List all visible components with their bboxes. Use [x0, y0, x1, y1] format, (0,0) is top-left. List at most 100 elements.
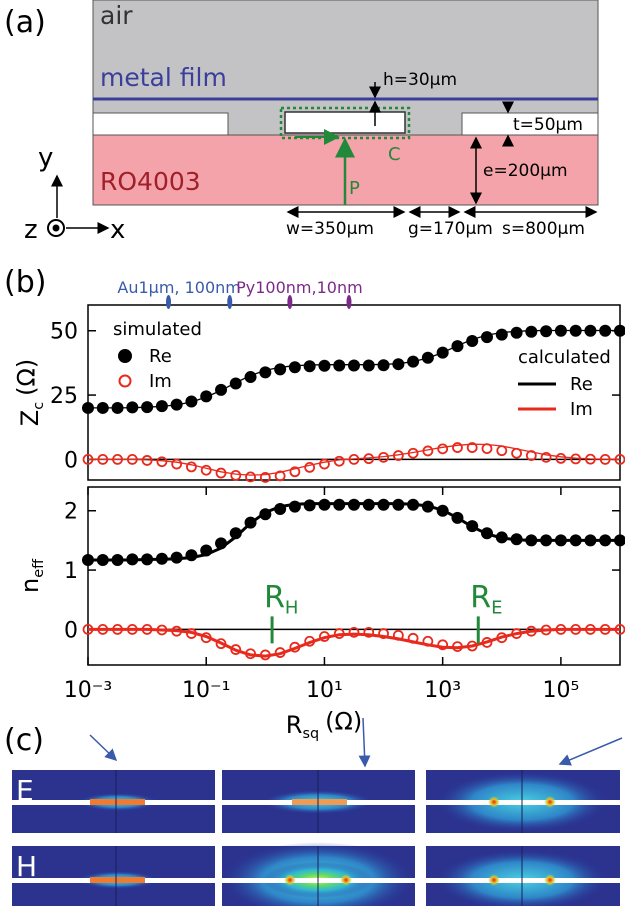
data-point — [229, 377, 242, 390]
legend-label: Re — [570, 374, 593, 395]
label-subscript: c — [31, 402, 47, 410]
z-axis — [47, 219, 65, 237]
metal-film-label: metal film — [100, 63, 227, 92]
data-point — [156, 456, 168, 468]
data-point — [377, 359, 390, 372]
legend-title: simulated — [113, 319, 202, 340]
data-point — [274, 363, 287, 376]
contour-label: C — [388, 144, 401, 165]
data-point — [303, 499, 316, 512]
y-tick-label: 2 — [64, 500, 78, 525]
label-text: n — [16, 578, 44, 593]
panel-b: 0 25 50 Zc (Ω) simulated Re Im calculated Re Im Au1… — [13, 278, 625, 742]
data-point — [437, 639, 449, 651]
field-map — [12, 770, 215, 833]
x-tick-label: 10⁻¹ — [182, 678, 230, 703]
data-point — [525, 450, 537, 461]
panel-label: (a) — [4, 5, 46, 40]
plot-frame — [87, 486, 621, 666]
legend-swatch — [118, 349, 132, 363]
data-point — [348, 626, 360, 638]
w-label: w=350µm — [286, 219, 374, 239]
panel-c: (c) — [4, 717, 623, 906]
t-label: t=50µm — [513, 115, 583, 135]
substrate-label: RO4003 — [100, 167, 201, 196]
label-unit: (Ω) — [325, 708, 362, 736]
field-map — [426, 770, 620, 833]
data-point — [288, 361, 301, 374]
legend-title: calculated — [518, 347, 611, 368]
y-axis-label: Zc (Ω) — [13, 359, 47, 426]
series-line — [88, 443, 621, 476]
annotation: RE — [470, 580, 502, 618]
pointer-arrow — [89, 734, 118, 762]
y-tick-label: 50 — [50, 320, 78, 345]
z-axis-label: z — [24, 215, 38, 245]
signal-line — [284, 111, 406, 134]
label-subscript: sq — [302, 726, 319, 742]
range-label: Py100nm,10nm — [236, 278, 363, 297]
annotation-text: R — [470, 580, 491, 615]
range-marker — [287, 295, 293, 309]
x-tick-label: 10⁵ — [542, 678, 579, 703]
left-gap — [92, 112, 229, 136]
x-tick-label: 10³ — [424, 678, 461, 703]
field-map — [12, 846, 215, 906]
range-marker — [165, 295, 171, 309]
data-point — [229, 527, 242, 540]
series-line — [88, 329, 620, 409]
data-point — [333, 359, 346, 372]
h-label: h=30µm — [383, 70, 457, 90]
row-label: H — [16, 850, 37, 883]
g-label: g=170µm — [408, 219, 493, 239]
legend-swatch — [118, 374, 132, 388]
data-point — [555, 452, 567, 464]
data-point — [495, 328, 508, 341]
data-point — [319, 458, 330, 470]
pointer-arrow — [558, 737, 623, 766]
data-point — [496, 445, 508, 457]
data-point — [200, 390, 213, 403]
range-marker — [227, 295, 233, 309]
data-point — [288, 500, 301, 513]
annotation-subscript: H — [285, 598, 299, 619]
data-point — [215, 467, 227, 479]
data-point — [347, 359, 360, 372]
data-point — [171, 458, 183, 470]
legend-label: Im — [149, 371, 172, 392]
data-point — [362, 359, 375, 372]
data-point — [304, 461, 316, 473]
data-point — [245, 471, 256, 483]
annotation: RH — [264, 580, 298, 618]
annotation-text: R — [264, 580, 285, 615]
y-axis-label: neff — [16, 558, 47, 593]
x-axis-label: x — [110, 215, 125, 245]
data-point — [289, 466, 301, 478]
data-point — [303, 360, 316, 373]
label-subscript: eff — [31, 558, 47, 578]
field-map — [222, 770, 415, 833]
data-point — [186, 461, 197, 473]
x-tick-label: 10⁻³ — [64, 678, 112, 703]
series-line — [88, 627, 620, 658]
row-label: E — [16, 774, 34, 807]
data-point — [510, 326, 523, 339]
label-unit: (Ω) — [13, 359, 41, 396]
pointer-arrow — [358, 717, 371, 768]
panel-label: (c) — [4, 723, 44, 758]
data-point — [540, 451, 552, 463]
data-point — [333, 455, 345, 467]
data-point — [378, 628, 389, 639]
field-map — [426, 846, 620, 906]
y-tick-label: 25 — [50, 384, 78, 409]
data-point — [437, 443, 449, 455]
air-label: air — [100, 1, 133, 30]
x-tick-label: 10¹ — [306, 678, 343, 703]
field-map — [222, 842, 415, 906]
data-point — [318, 359, 331, 372]
data-point — [274, 470, 286, 482]
x-axis-label: Rsq (Ω) — [286, 708, 362, 742]
data-point — [452, 442, 463, 453]
s-label: s=800µm — [502, 219, 585, 239]
